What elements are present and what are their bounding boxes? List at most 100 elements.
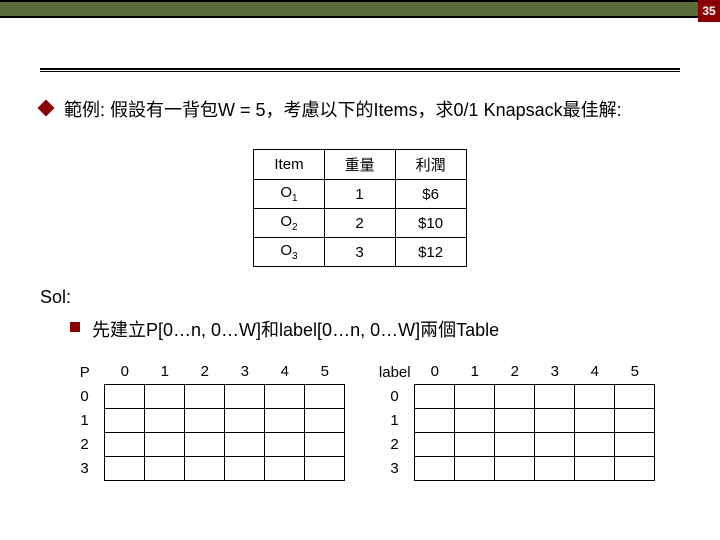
dp-col-header: 0 [415,360,455,384]
dp-cell [535,456,575,480]
dp-table-label: label 0 1 2 3 4 5 0 1 2 3 [375,360,656,481]
dp-cell [535,384,575,408]
problem-prefix: 範例: [64,100,105,120]
dp-tables-row: P 0 1 2 3 4 5 0 1 2 3 label 0 1 2 3 4 5 [40,360,680,481]
item-table-row: O2 2 $10 [254,209,466,238]
dp-cell [305,408,345,432]
dp-cell [225,384,265,408]
dp-cell [495,432,535,456]
dp-row-header: 1 [375,408,415,432]
dp-cell [305,432,345,456]
dp-cell [615,384,655,408]
dp-cell [265,408,305,432]
dp-cell [615,408,655,432]
item-table: Item 重量 利潤 O1 1 $6 O2 2 $10 O3 3 $12 [253,149,466,267]
dp-cell [145,384,185,408]
dp-cell [265,456,305,480]
dp-cell [415,384,455,408]
item-table-header-row: Item 重量 利潤 [254,150,466,180]
dp-row-header: 3 [65,456,105,480]
square-bullet-icon [70,322,80,332]
dp-cell [495,408,535,432]
dp-table-label: label [375,360,415,384]
dp-cell [495,384,535,408]
dp-cell [575,432,615,456]
dp-row-header: 0 [375,384,415,408]
diamond-bullet-icon [38,100,55,117]
dp-cell [535,408,575,432]
dp-col-header: 4 [265,360,305,384]
item-table-header: 重量 [324,150,395,180]
problem-text: 範例: 假設有一背包W = 5，考慮以下的Items，求0/1 Knapsack… [64,97,622,124]
dp-cell [575,408,615,432]
dp-cell [105,432,145,456]
item-cell: $6 [395,180,466,209]
dp-cell [105,456,145,480]
dp-cell [145,456,185,480]
dp-cell [185,408,225,432]
dp-table-label: P [65,360,105,384]
solution-step: 先建立P[0…n, 0…W]和label[0…n, 0…W]兩個Table [70,316,680,342]
dp-cell [225,408,265,432]
dp-cell [615,456,655,480]
dp-col-header: 5 [615,360,655,384]
dp-cell [305,456,345,480]
dp-cell [495,456,535,480]
dp-cell [455,384,495,408]
dp-cell [455,432,495,456]
solution-step-text: 先建立P[0…n, 0…W]和label[0…n, 0…W]兩個Table [92,316,499,342]
dp-cell [265,432,305,456]
dp-col-header: 3 [535,360,575,384]
dp-cell [455,408,495,432]
dp-col-header: 1 [145,360,185,384]
dp-cell [535,432,575,456]
dp-cell [415,408,455,432]
slide-content: 範例: 假設有一背包W = 5，考慮以下的Items，求0/1 Knapsack… [0,18,720,501]
item-table-header: Item [254,150,324,180]
header-bar: 35 [0,0,720,18]
dp-cell [185,384,225,408]
item-cell: $12 [395,238,466,267]
problem-statement: 範例: 假設有一背包W = 5，考慮以下的Items，求0/1 Knapsack… [40,97,680,124]
item-table-row: O3 3 $12 [254,238,466,267]
dp-row-header: 2 [375,432,415,456]
item-cell: $10 [395,209,466,238]
solution-label: Sol: [40,287,680,308]
problem-body: 假設有一背包W = 5，考慮以下的Items，求0/1 Knapsack最佳解: [110,100,622,120]
dp-cell [305,384,345,408]
page-number-badge: 35 [698,0,720,22]
dp-col-header: 1 [455,360,495,384]
item-cell: O3 [254,238,324,267]
dp-row-header: 3 [375,456,415,480]
dp-col-header: 0 [105,360,145,384]
dp-row-header: 2 [65,432,105,456]
dp-cell [575,456,615,480]
dp-cell [145,408,185,432]
dp-col-header: 5 [305,360,345,384]
dp-row-header: 1 [65,408,105,432]
dp-cell [145,432,185,456]
title-divider [40,68,680,72]
dp-row-header: 0 [65,384,105,408]
dp-cell [265,384,305,408]
dp-cell [185,432,225,456]
item-cell: 1 [324,180,395,209]
dp-cell [415,456,455,480]
dp-cell [615,432,655,456]
item-cell: O2 [254,209,324,238]
dp-cell [225,432,265,456]
dp-cell [455,456,495,480]
dp-cell [415,432,455,456]
item-cell: O1 [254,180,324,209]
dp-col-header: 4 [575,360,615,384]
dp-col-header: 3 [225,360,265,384]
dp-col-header: 2 [185,360,225,384]
item-table-row: O1 1 $6 [254,180,466,209]
dp-cell [575,384,615,408]
item-table-header: 利潤 [395,150,466,180]
dp-col-header: 2 [495,360,535,384]
dp-cell [105,384,145,408]
dp-cell [185,456,225,480]
item-cell: 3 [324,238,395,267]
item-cell: 2 [324,209,395,238]
